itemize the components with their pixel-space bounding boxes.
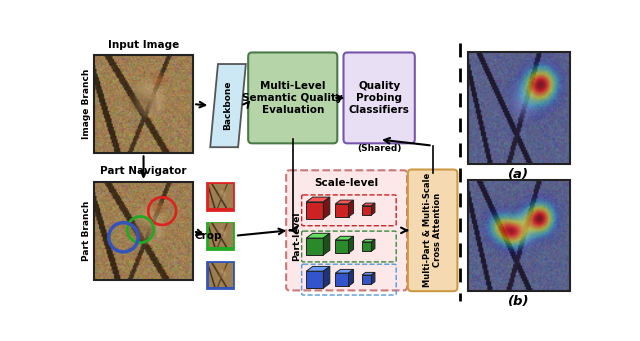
Polygon shape [307,266,330,271]
Polygon shape [362,203,375,206]
Polygon shape [362,272,375,275]
Polygon shape [349,269,353,286]
Polygon shape [335,240,349,253]
Text: Quality
Probing
Classifiers: Quality Probing Classifiers [349,81,410,115]
Polygon shape [371,203,375,215]
Text: Multi-Level
Semantic Quality
Evaluation: Multi-Level Semantic Quality Evaluation [243,81,343,115]
FancyBboxPatch shape [344,53,415,143]
Bar [207,262,234,288]
Text: Scale-level: Scale-level [314,178,379,188]
Polygon shape [335,273,349,286]
Polygon shape [323,266,330,288]
Polygon shape [210,64,246,147]
Text: Part Branch: Part Branch [83,201,92,261]
Bar [94,182,193,280]
Bar [207,223,234,249]
Text: (b): (b) [508,295,529,308]
Polygon shape [362,275,371,284]
Polygon shape [307,238,323,255]
Polygon shape [335,204,349,217]
Text: Crop: Crop [194,231,221,241]
Polygon shape [307,233,330,238]
Polygon shape [307,202,323,219]
Polygon shape [362,206,371,215]
Polygon shape [371,239,375,251]
FancyBboxPatch shape [248,53,337,143]
Bar [207,183,234,210]
Polygon shape [335,200,353,204]
Text: Backbone: Backbone [223,81,232,130]
Bar [467,179,570,291]
Text: Part-level: Part-level [292,212,301,261]
Bar [467,53,570,164]
FancyBboxPatch shape [286,170,407,291]
Text: (Shared): (Shared) [357,144,401,153]
Polygon shape [323,233,330,255]
FancyBboxPatch shape [408,169,458,291]
Polygon shape [362,239,375,242]
Text: Input Image: Input Image [108,40,179,50]
Bar [94,55,193,153]
Polygon shape [349,200,353,217]
Polygon shape [335,236,353,240]
Text: Multi-Part & Multi-Scale
Cross Attention: Multi-Part & Multi-Scale Cross Attention [423,173,442,287]
Text: Part Navigator: Part Navigator [100,166,187,176]
Polygon shape [362,242,371,251]
Polygon shape [371,272,375,284]
Text: Image Branch: Image Branch [83,69,92,139]
Polygon shape [323,197,330,219]
Polygon shape [307,197,330,202]
Text: (a): (a) [508,168,529,181]
Polygon shape [335,269,353,273]
Polygon shape [307,271,323,288]
Polygon shape [349,236,353,253]
